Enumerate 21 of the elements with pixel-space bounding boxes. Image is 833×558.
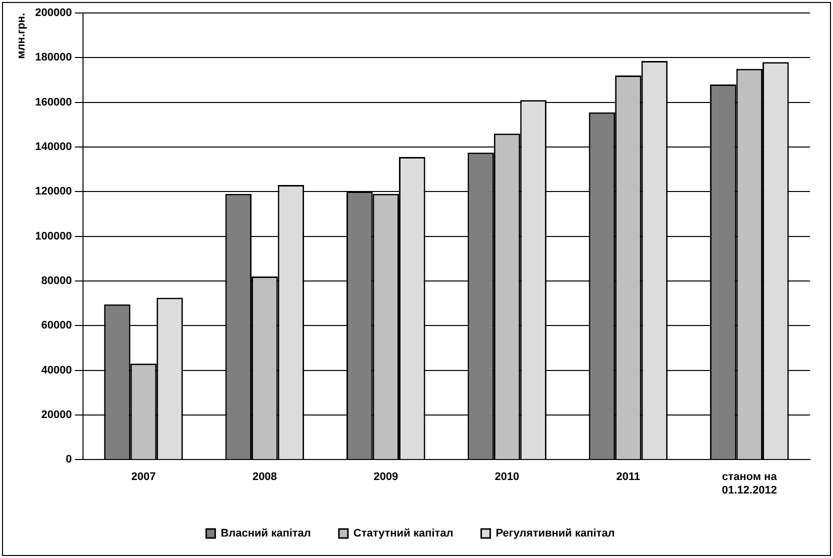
x-tick-label: станом на 01.12.2012: [722, 471, 778, 496]
y-tick-label: 120000: [35, 186, 72, 198]
y-tick-label: 40000: [41, 364, 72, 376]
y-tick-label: 20000: [41, 408, 72, 421]
y-tick-label: 140000: [35, 141, 72, 154]
y-tick-label: 80000: [41, 274, 72, 287]
x-tick-label: 2007: [131, 471, 156, 484]
x-tick-label: 2011: [616, 471, 640, 484]
y-tick-label: 100000: [35, 230, 72, 242]
x-tick-label: 2009: [374, 471, 398, 484]
x-tick-label: 2008: [252, 471, 277, 484]
y-tick-label: 160000: [35, 96, 72, 108]
y-tick-label: 180000: [35, 52, 72, 64]
legend-label: Власний капітал: [220, 528, 311, 540]
y-tick-label: 200000: [35, 7, 72, 20]
y-axis-title: млн.грн.: [16, 13, 28, 59]
y-tick-label: 0: [66, 454, 72, 466]
y-tick-label: 60000: [41, 320, 72, 332]
x-tick-label: 2010: [494, 471, 520, 484]
legend-label: Статутний капітал: [353, 528, 454, 540]
legend-label: Регулятивний капітал: [496, 528, 615, 540]
